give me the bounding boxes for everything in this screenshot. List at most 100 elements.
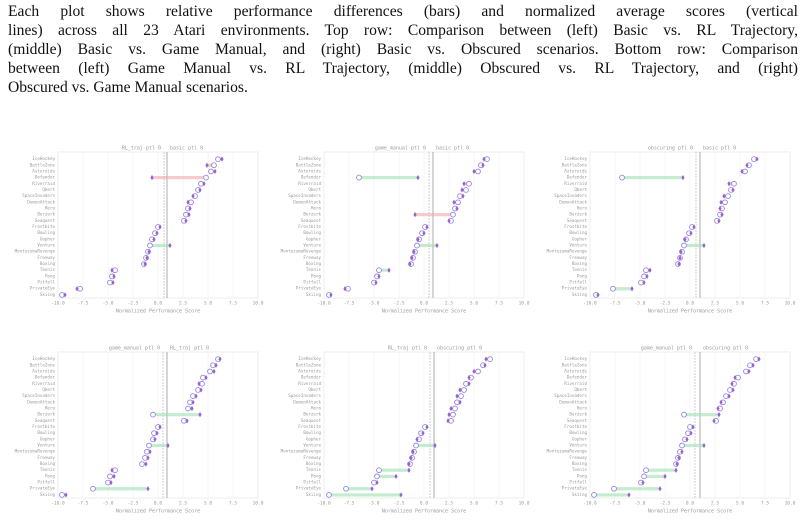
point-diamond [153,436,157,442]
difference-bar [416,443,435,448]
category-label: Tennis [40,267,56,272]
x-tick-label: 7.5 [229,501,237,507]
point-diamond [467,375,471,381]
point-diamond [727,181,731,187]
category-label: Berzerk [303,412,321,417]
x-tick-label: 5.0 [470,301,478,307]
point-circle [146,442,152,449]
point-diamond [679,249,683,255]
point-diamond [689,230,693,236]
category-label: Frostbite [32,224,55,229]
series-title: obscuring ptl 0 [437,346,482,352]
category-label: Asteroids [564,368,587,373]
category-label: Defender [35,175,56,180]
category-label: Berzerk [569,412,587,417]
point-diamond [421,430,425,436]
category-label: Pong [577,273,588,278]
point-circle [374,473,380,480]
point-circle [185,405,191,412]
x-tick-label: -10.0 [51,301,65,307]
category-label: Bowling [569,230,587,235]
point-diamond [702,242,706,249]
difference-bar [614,487,660,491]
point-diamond [422,230,426,236]
category-label: Riverraid [564,181,587,186]
category-label: Defender [567,175,588,180]
difference-bar [377,474,396,478]
x-tick-label: -10.0 [317,501,331,507]
category-label: SpaceInvaders [22,393,55,398]
category-label: PrivateEye [562,486,588,491]
category-label: MontezumaRevenge [15,449,56,454]
point-diamond [166,442,170,449]
x-tick-label: 5.0 [204,301,212,307]
x-tick-label: 2.5 [711,501,719,507]
category-label: Gopher [40,236,56,241]
category-label: Pitfall [37,280,55,285]
point-diamond [329,292,333,298]
category-label: Frostbite [32,424,55,429]
point-circle [610,285,616,292]
x-tick-label: -7.5 [344,501,355,507]
x-tick-label: -7.5 [78,501,89,507]
category-label: Freeway [303,255,321,260]
category-label: Bowling [303,430,321,435]
point-diamond [158,224,162,230]
difference-bar [359,176,418,180]
category-label: SpaceInvaders [22,193,55,198]
caption-line: lines) across all 23 Atari environments.… [8,22,798,39]
difference-bar [150,243,170,248]
category-label: Freeway [569,455,587,460]
category-label: Venture [303,243,321,248]
point-diamond [410,255,414,261]
category-label: Pitfall [569,280,587,285]
category-label: Bowling [37,230,55,235]
category-label: IceHockey [32,356,55,361]
point-diamond [375,479,379,486]
series-title: basic ptl 0 [436,146,469,152]
point-diamond [64,492,68,498]
point-diamond [627,492,631,498]
x-tick-label: 7.5 [229,301,237,307]
x-tick-label: 0.0 [686,301,694,307]
point-circle [356,174,362,181]
point-diamond [658,486,662,492]
category-label: Skiing [572,492,588,497]
x-tick-label: -2.5 [394,301,405,307]
point-diamond [374,279,378,286]
x-tick-label: 5.0 [204,501,212,507]
x-tick-label: 7.5 [495,301,503,307]
point-diamond [407,461,411,467]
category-label: Seaquest [35,218,56,223]
point-circle [59,492,65,498]
difference-bar [207,163,214,167]
point-diamond [461,193,465,199]
category-label: MontezumaRevenge [281,449,322,454]
point-diamond [757,356,761,362]
point-circle [643,467,649,474]
point-diamond [343,286,347,292]
x-tick-label: 2.5 [179,501,187,507]
point-diamond [481,162,485,168]
category-label: Seaquest [567,218,588,223]
point-diamond [197,381,201,387]
category-label: PrivateEye [296,286,322,291]
x-axis-label: Normalized Performance Score [648,309,732,315]
caption: Each plot shows relative performance dif… [8,2,798,97]
category-label: Gopher [40,436,56,441]
point-diamond [712,418,716,424]
category-label: PrivateEye [562,286,588,291]
category-label: PrivateEye [296,486,322,491]
point-diamond [648,267,652,273]
category-label: Hero [311,405,322,410]
caption-line: Each plot shows relative performance dif… [8,3,798,20]
category-label: PrivateEye [30,486,56,491]
category-label: IceHockey [32,156,55,161]
difference-bar [346,487,372,491]
category-label: Freeway [37,255,55,260]
difference-bar [684,413,719,417]
category-label: Qbert [574,187,587,192]
category-label: BattleZone [562,362,588,367]
